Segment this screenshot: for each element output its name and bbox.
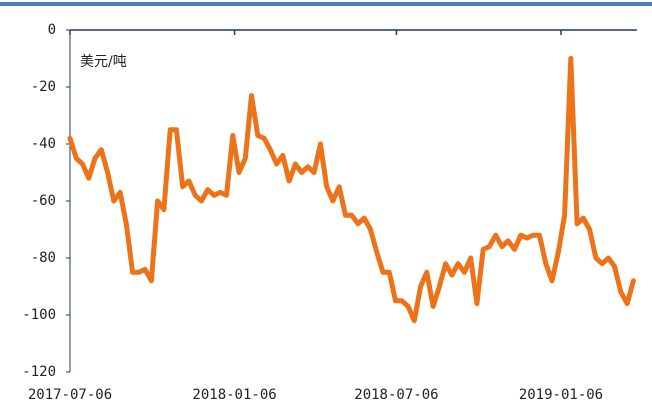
y-tick-label: 0 xyxy=(48,22,56,38)
y-tick-label: -60 xyxy=(31,193,56,209)
x-tick-label: 2019-01-06 xyxy=(519,387,603,403)
x-tick-label: 2018-01-06 xyxy=(192,387,276,403)
y-tick-label: -40 xyxy=(31,136,56,152)
unit-annotation: 美元/吨 xyxy=(80,54,127,70)
y-tick-label: -120 xyxy=(22,364,56,380)
x-tick-label: 2018-07-06 xyxy=(354,387,438,403)
y-tick-label: -20 xyxy=(31,79,56,95)
x-tick-label: 2017-07-06 xyxy=(28,387,112,403)
y-tick-label: -80 xyxy=(31,250,56,266)
top-rule xyxy=(0,2,652,6)
y-tick-label: -100 xyxy=(22,307,56,323)
data-line xyxy=(67,56,636,324)
